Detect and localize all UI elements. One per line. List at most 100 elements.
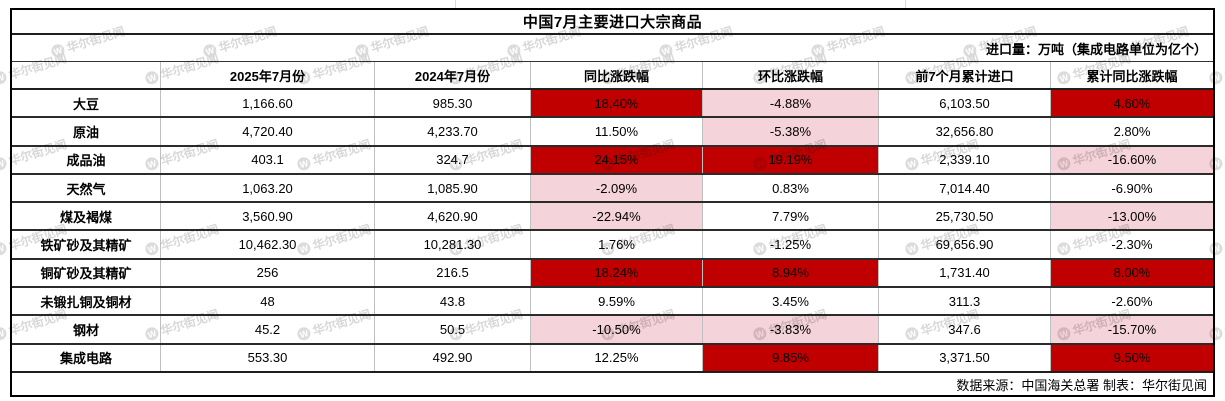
yoy-change: 1.76% xyxy=(530,231,702,258)
page-title: 中国7月主要进口大宗商品 xyxy=(522,14,703,31)
commodity-name: 成品油 xyxy=(66,153,106,169)
gridline-stub xyxy=(905,0,906,8)
watermark-logo-icon: W xyxy=(0,240,8,257)
cumulative-yoy-change: 4.60% xyxy=(1050,90,1213,117)
yoy-change: 11.50% xyxy=(530,118,702,145)
yoy-change: -2.09% xyxy=(530,174,702,202)
gridline-stub xyxy=(455,0,456,8)
value-2024: 985.30 xyxy=(374,90,530,117)
table-row: 未锻扎铜及铜材 48 43.8 9.59% 3.45% 311.3 -2.60% xyxy=(12,288,1213,317)
value-2024: 4,233.70 xyxy=(374,118,530,145)
yoy-change: -22.94% xyxy=(530,203,702,230)
value-2024: 324.7 xyxy=(374,146,530,173)
table-header-row: 2025年7月份 2024年7月份 同比涨跌幅 环比涨跌幅 前7个月累计进口 累计同比涨跌… xyxy=(12,62,1213,90)
value-2024: 4,620.90 xyxy=(374,203,530,230)
cumulative-import: 3,371.50 xyxy=(878,344,1050,371)
table-row: 铜矿砂及其精矿 256 216.5 18.24% 8.94% 1,731.40 8.00% xyxy=(12,259,1213,289)
imports-table: 中国7月主要进口大宗商品 进口量：万吨（集成电路单位为亿个） 2025年7月份 2… xyxy=(10,8,1215,397)
header-cell: 同比涨跌幅 xyxy=(530,62,702,88)
title-row: 中国7月主要进口大宗商品 xyxy=(12,10,1213,35)
cumulative-import: 6,103.50 xyxy=(878,90,1050,117)
yoy-change: 24.15% xyxy=(530,146,702,173)
value-2024: 492.90 xyxy=(374,344,530,371)
unit-note: 进口量：万吨（集成电路单位为亿个） xyxy=(985,41,1207,57)
value-2024: 50.5 xyxy=(374,316,530,343)
cumulative-import: 25,730.50 xyxy=(878,203,1050,230)
mom-change: 7.79% xyxy=(702,203,878,230)
watermark-logo-icon: W xyxy=(0,155,8,172)
cumulative-import: 69,656.90 xyxy=(878,231,1050,258)
header-cell-commodity xyxy=(12,62,160,88)
commodity-name: 铁矿砂及其精矿 xyxy=(40,238,132,254)
source-note: 数据来源：中国海关总署 制表：华尔街见闻 xyxy=(956,377,1207,393)
mom-change: 8.94% xyxy=(702,259,878,287)
commodity-name: 天然气 xyxy=(66,181,106,197)
table-row: 成品油 403.1 324.7 24.15% 19.19% 2,339.10 -16.60% xyxy=(12,146,1213,175)
table-row: 铁矿砂及其精矿 10,462.30 10,281.30 1.76% -1.25% 69,6… xyxy=(12,231,1213,260)
cumulative-yoy-change: -16.60% xyxy=(1050,146,1213,173)
commodity-name: 未锻扎铜及铜材 xyxy=(40,294,132,310)
cumulative-yoy-change: 9.50% xyxy=(1050,344,1213,371)
table-body: 大豆 1,166.60 985.30 18.40% -4.88% 6,103.50 4.60… xyxy=(12,90,1213,373)
cumulative-yoy-change: -2.30% xyxy=(1050,231,1213,258)
yoy-change: -10.50% xyxy=(530,316,702,343)
value-2025: 1,063.20 xyxy=(160,174,374,202)
value-2025: 48 xyxy=(160,288,374,315)
header-cell: 累计同比涨跌幅 xyxy=(1050,62,1213,88)
mom-change: -3.83% xyxy=(702,316,878,343)
commodity-name: 铜矿砂及其精矿 xyxy=(40,266,132,282)
value-2024: 216.5 xyxy=(374,259,530,287)
yoy-change: 12.25% xyxy=(530,344,702,371)
table-row: 天然气 1,063.20 1,085.90 -2.09% 0.83% 7,014.40 -6… xyxy=(12,174,1213,204)
cumulative-yoy-change: 2.80% xyxy=(1050,118,1213,145)
footer-row: 数据来源：中国海关总署 制表：华尔街见闻 xyxy=(12,373,1213,395)
commodity-name: 集成电路 xyxy=(59,351,112,367)
value-2025: 4,720.40 xyxy=(160,118,374,145)
value-2025: 256 xyxy=(160,259,374,287)
value-2024: 43.8 xyxy=(374,288,530,315)
mom-change: -4.88% xyxy=(702,90,878,117)
yoy-change: 18.40% xyxy=(530,90,702,117)
mom-change: 19.19% xyxy=(702,146,878,173)
cumulative-import: 2,339.10 xyxy=(878,146,1050,173)
value-2024: 10,281.30 xyxy=(374,231,530,258)
value-2025: 553.30 xyxy=(160,344,374,371)
commodity-name: 钢材 xyxy=(72,323,99,339)
watermark-logo-icon: W xyxy=(0,325,8,342)
commodity-name: 原油 xyxy=(72,124,99,140)
cumulative-import: 32,656.80 xyxy=(878,118,1050,145)
cumulative-import: 311.3 xyxy=(878,288,1050,315)
header-cell: 2025年7月份 xyxy=(160,62,374,88)
cumulative-yoy-change: -6.90% xyxy=(1050,174,1213,202)
mom-change: 0.83% xyxy=(702,174,878,202)
mom-change: -5.38% xyxy=(702,118,878,145)
table-row: 煤及褐煤 3,560.90 4,620.90 -22.94% 7.79% 25,730.5… xyxy=(12,203,1213,232)
cumulative-import: 347.6 xyxy=(878,316,1050,343)
table-row: 原油 4,720.40 4,233.70 11.50% -5.38% 32,656.80 2… xyxy=(12,118,1213,147)
value-2024: 1,085.90 xyxy=(374,174,530,202)
cumulative-yoy-change: 8.00% xyxy=(1050,259,1213,287)
value-2025: 10,462.30 xyxy=(160,231,374,258)
header-cell: 前7个月累计进口 xyxy=(878,62,1050,88)
cumulative-yoy-change: -13.00% xyxy=(1050,203,1213,230)
cumulative-yoy-change: -2.60% xyxy=(1050,288,1213,315)
table-row: 钢材 45.2 50.5 -10.50% -3.83% 347.6 -15.70% xyxy=(12,316,1213,345)
mom-change: -1.25% xyxy=(702,231,878,258)
value-2025: 45.2 xyxy=(160,316,374,343)
cumulative-import: 1,731.40 xyxy=(878,259,1050,287)
header-cell: 2024年7月份 xyxy=(374,62,530,88)
header-cell: 环比涨跌幅 xyxy=(702,62,878,88)
value-2025: 403.1 xyxy=(160,146,374,173)
mom-change: 3.45% xyxy=(702,288,878,315)
yoy-change: 18.24% xyxy=(530,259,702,287)
table-row: 大豆 1,166.60 985.30 18.40% -4.88% 6,103.50 4.60… xyxy=(12,90,1213,119)
cumulative-yoy-change: -15.70% xyxy=(1050,316,1213,343)
commodity-name: 煤及褐煤 xyxy=(59,209,112,225)
cumulative-import: 7,014.40 xyxy=(878,174,1050,202)
value-2025: 1,166.60 xyxy=(160,90,374,117)
mom-change: 9.85% xyxy=(702,344,878,371)
unit-note-row: 进口量：万吨（集成电路单位为亿个） xyxy=(12,35,1213,62)
table-row: 集成电路 553.30 492.90 12.25% 9.85% 3,371.50 9.50% xyxy=(12,344,1213,373)
value-2025: 3,560.90 xyxy=(160,203,374,230)
yoy-change: 9.59% xyxy=(530,288,702,315)
